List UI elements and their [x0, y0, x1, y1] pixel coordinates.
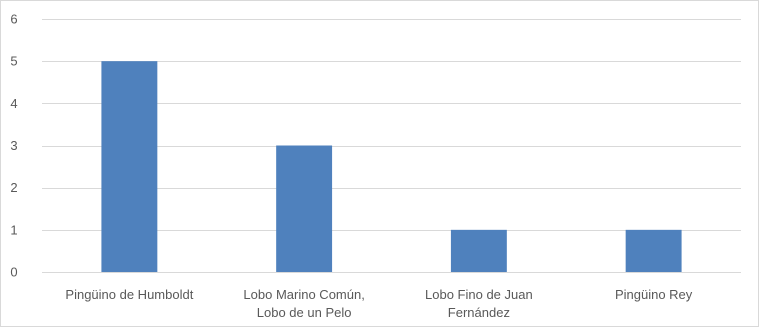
y-tick-label-1: 1 [10, 222, 17, 237]
bar-2 [276, 145, 333, 272]
bar-4 [625, 229, 682, 272]
x-axis-category-labels: Pingüino de Humboldt Lobo Marino Común, Lo… [65, 287, 692, 320]
gridlines [42, 19, 741, 273]
y-tick-label-3: 3 [10, 138, 17, 153]
y-tick-label-0: 0 [10, 265, 17, 280]
y-axis-tick-labels: 0 1 2 3 4 5 6 [10, 12, 17, 280]
y-tick-label-6: 6 [10, 12, 17, 27]
bars [101, 61, 682, 272]
bar-1 [101, 61, 158, 272]
x-category-label-4: Pingüino Rey [615, 287, 693, 302]
x-category-label-1: Pingüino de Humboldt [65, 287, 193, 302]
x-category-label-3: Lobo Fino de Juan Fernández [425, 287, 533, 320]
y-tick-label-2: 2 [10, 180, 17, 195]
y-tick-label-5: 5 [10, 54, 17, 69]
bar-3 [450, 229, 507, 272]
x-category-label-2: Lobo Marino Común, Lobo de un Pelo [243, 287, 364, 320]
y-tick-label-4: 4 [10, 96, 17, 111]
